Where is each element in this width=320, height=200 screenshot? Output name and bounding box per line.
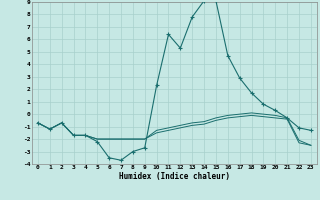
X-axis label: Humidex (Indice chaleur): Humidex (Indice chaleur) — [119, 172, 230, 181]
